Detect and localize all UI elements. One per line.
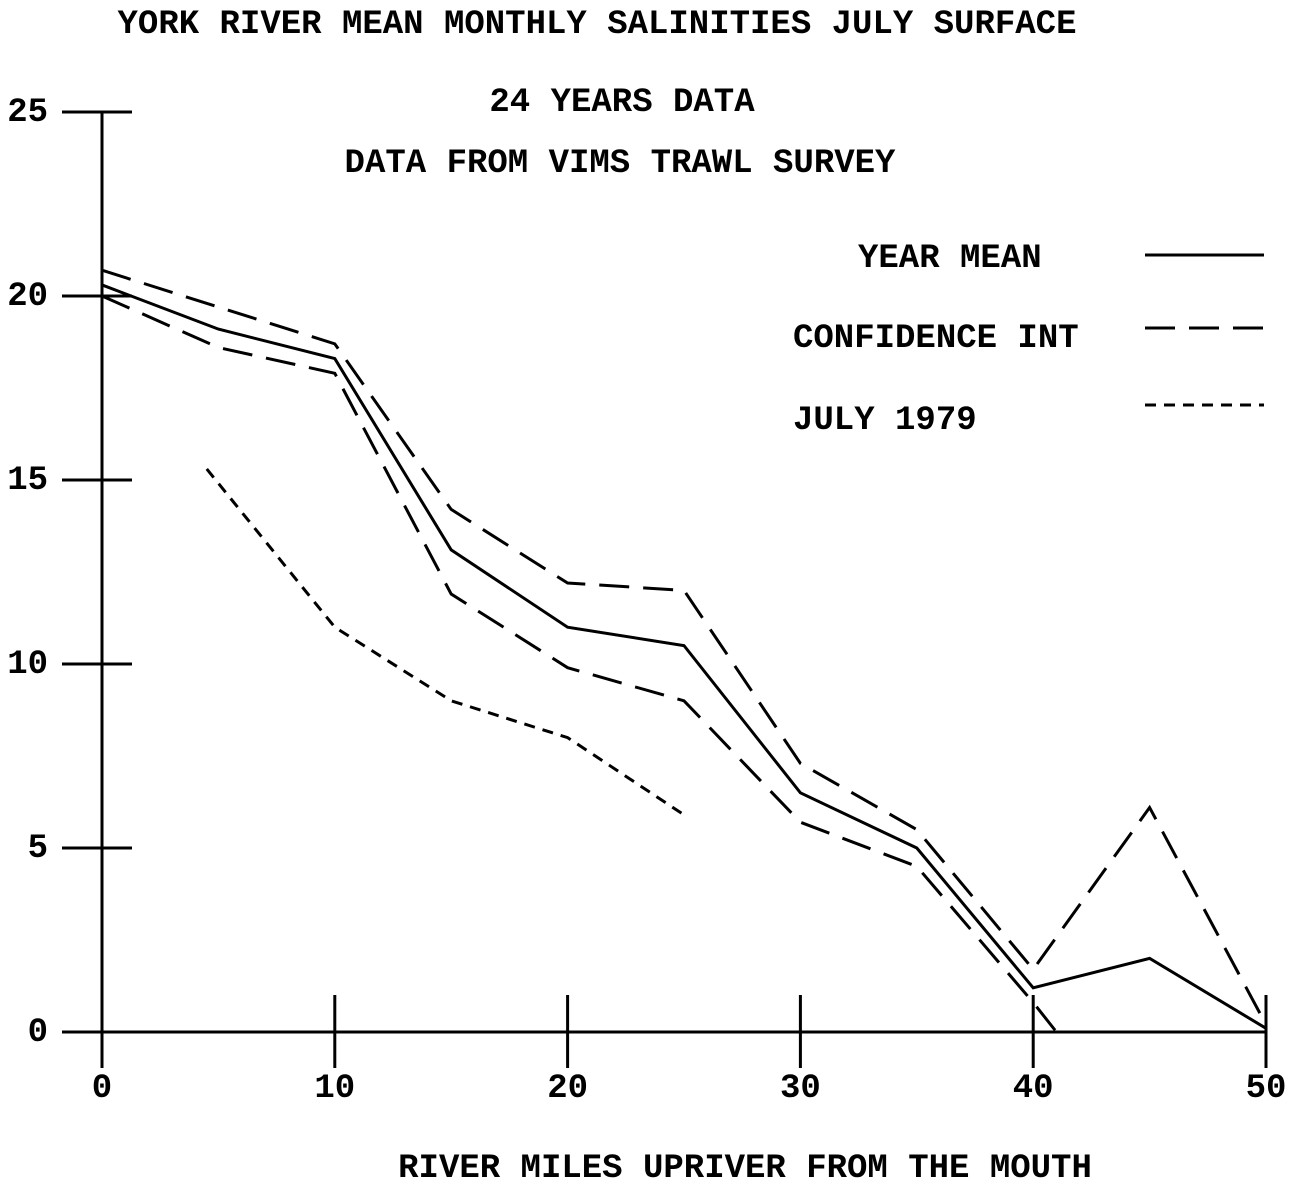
line-series — [101, 283, 1267, 1030]
legend-label: CONFIDENCE INT — [793, 320, 1079, 358]
y-tick-label: 0 — [28, 1014, 48, 1052]
legend-label: YEAR MEAN — [858, 240, 1042, 278]
chart-title: YORK RIVER MEAN MONTHLY SALINITIES JULY … — [118, 6, 1077, 44]
line-series — [205, 468, 685, 817]
subtitle: 24 YEARS DATA — [489, 84, 755, 122]
line-series — [101, 268, 1268, 1026]
line-series — [101, 294, 1058, 1033]
subtitle: DATA FROM VIMS TRAWL SURVEY — [345, 145, 896, 183]
x-tick-label: 0 — [92, 1070, 112, 1108]
y-tick-label: 15 — [7, 462, 48, 500]
y-tick-label: 20 — [7, 278, 48, 316]
y-tick-label: 25 — [7, 94, 48, 132]
x-tick-label: 10 — [314, 1070, 355, 1108]
x-tick-label: 30 — [780, 1070, 821, 1108]
y-tick-label: 10 — [7, 646, 48, 684]
x-tick-label: 20 — [547, 1070, 588, 1108]
x-tick-label: 40 — [1013, 1070, 1054, 1108]
legend-label: JULY 1979 — [793, 402, 977, 440]
x-axis-label: RIVER MILES UPRIVER FROM THE MOUTH — [398, 1150, 1092, 1188]
y-tick-label: 5 — [28, 830, 48, 868]
x-tick-label: 50 — [1246, 1070, 1287, 1108]
